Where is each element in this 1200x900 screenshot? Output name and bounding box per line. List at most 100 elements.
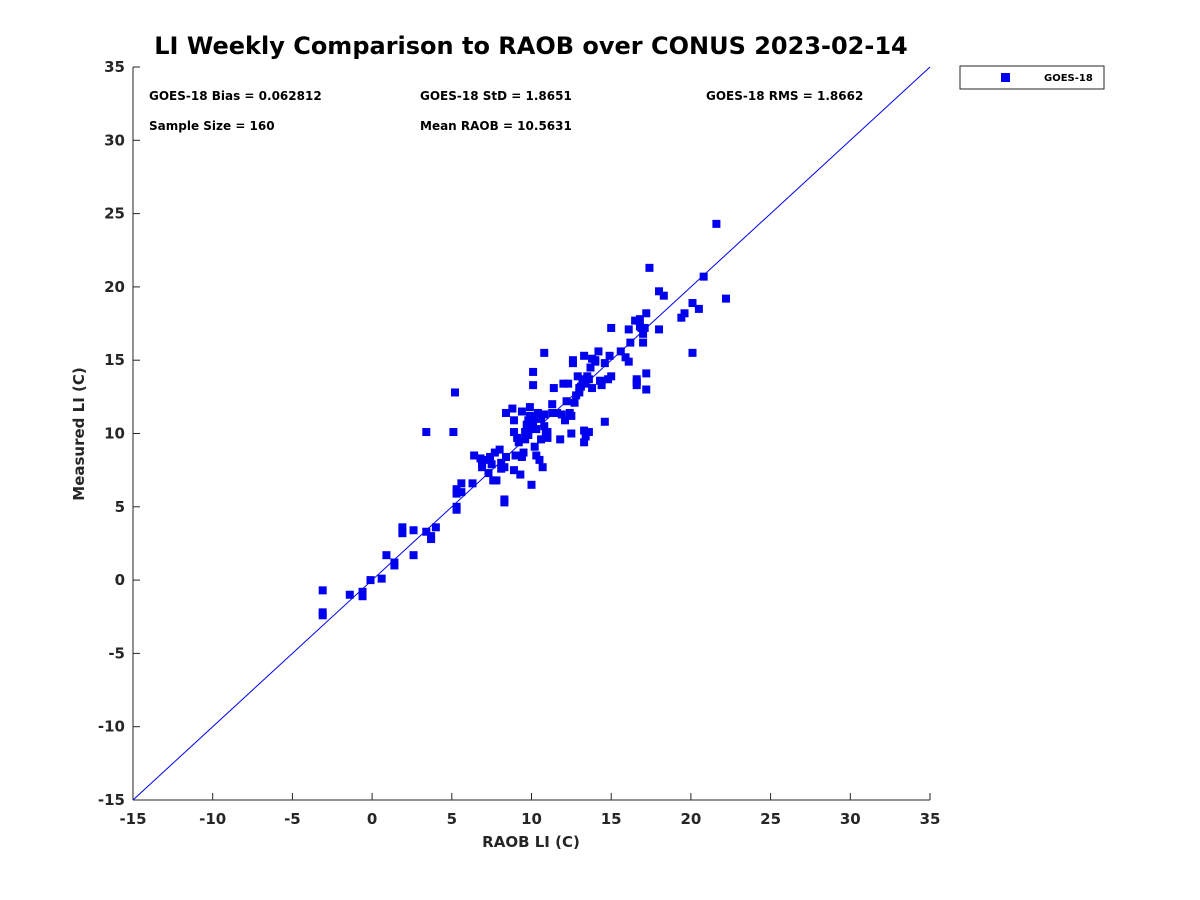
data-point <box>583 372 592 381</box>
data-point <box>452 485 461 494</box>
x-tick-label: 25 <box>760 810 781 828</box>
data-point <box>562 397 571 406</box>
data-point <box>642 369 651 378</box>
y-tick-label: -5 <box>108 644 125 662</box>
data-point <box>431 523 440 532</box>
data-point <box>457 488 466 497</box>
data-point <box>540 410 549 419</box>
data-point <box>626 338 635 347</box>
data-point <box>721 294 730 303</box>
data-point <box>530 442 539 451</box>
data-point <box>543 433 552 442</box>
data-point <box>535 455 544 464</box>
data-point <box>600 417 609 426</box>
data-point <box>533 408 542 417</box>
data-point <box>635 315 644 324</box>
data-point <box>570 398 579 407</box>
data-point <box>576 382 585 391</box>
data-point <box>500 495 509 504</box>
plot-area: -15 -10 -5 0 5 10 15 20 25 30 35 -15 -10 -5 0 5 10 15 20 2… <box>98 58 941 828</box>
data-point <box>688 299 697 308</box>
data-point <box>600 359 609 368</box>
data-point <box>575 388 584 397</box>
data-point <box>553 408 562 417</box>
data-point <box>567 411 576 420</box>
data-point <box>470 451 479 460</box>
data-point <box>358 587 367 596</box>
data-point <box>564 379 573 388</box>
stat-sample-size: Sample Size = 160 <box>149 119 275 133</box>
x-tick-label: 10 <box>521 810 542 828</box>
y-tick-label: 10 <box>104 425 125 443</box>
data-point <box>632 375 641 384</box>
data-point <box>524 416 533 425</box>
data-point <box>712 219 721 228</box>
data-point <box>501 452 510 461</box>
data-point <box>517 407 526 416</box>
x-tick-label: -5 <box>284 810 301 828</box>
data-point <box>409 526 418 535</box>
data-point <box>607 323 616 332</box>
stat-bias: GOES-18 Bias = 0.062812 <box>149 89 322 103</box>
data-point <box>538 463 547 472</box>
data-point <box>621 353 630 362</box>
data-point <box>605 351 614 360</box>
data-point <box>624 357 633 366</box>
x-ticks: -15 -10 -5 0 5 10 15 20 25 30 35 <box>119 793 940 828</box>
data-point <box>639 329 648 338</box>
data-point <box>631 316 640 325</box>
data-point <box>543 428 552 437</box>
x-tick-label: 20 <box>680 810 701 828</box>
y-tick-label: 0 <box>115 571 125 589</box>
data-point <box>522 420 531 429</box>
data-point <box>537 435 546 444</box>
data-point <box>509 416 518 425</box>
data-point <box>588 384 597 393</box>
data-point <box>390 558 399 567</box>
data-point <box>540 348 549 357</box>
data-point <box>607 372 616 381</box>
data-point <box>427 532 436 541</box>
data-point <box>532 425 541 434</box>
y-tick-label: 30 <box>104 131 125 149</box>
data-point <box>581 432 590 441</box>
data-point <box>586 363 595 372</box>
y-tick-label: 35 <box>104 58 125 76</box>
data-point <box>655 287 664 296</box>
x-tick-label: -10 <box>199 810 226 828</box>
data-point <box>639 338 648 347</box>
data-point <box>511 451 520 460</box>
data-point <box>548 408 557 417</box>
data-point <box>487 460 496 469</box>
y-tick-label: 20 <box>104 278 125 296</box>
data-point <box>490 448 499 457</box>
data-point <box>514 438 523 447</box>
data-point <box>513 433 522 442</box>
y-tick-label: 15 <box>104 351 125 369</box>
x-tick-label: 15 <box>601 810 622 828</box>
data-point <box>377 574 386 583</box>
legend-box <box>959 65 1105 90</box>
data-point <box>345 590 354 599</box>
data-point <box>398 523 407 532</box>
data-point <box>525 403 534 412</box>
data-point <box>624 325 633 334</box>
data-point <box>318 586 327 595</box>
data-point <box>645 263 654 272</box>
stat-mean-raob: Mean RAOB = 10.5631 <box>420 119 572 133</box>
data-point <box>358 592 367 601</box>
data-point <box>632 381 641 390</box>
data-point <box>525 411 534 420</box>
data-point <box>677 313 686 322</box>
y-tick-label: -15 <box>98 791 125 809</box>
data-point <box>596 376 605 385</box>
data-point <box>450 388 459 397</box>
data-point <box>409 551 418 560</box>
data-point <box>642 309 651 318</box>
x-tick-label: 30 <box>840 810 861 828</box>
data-point <box>580 438 589 447</box>
data-point <box>457 479 466 488</box>
data-points <box>318 219 730 620</box>
data-point <box>529 419 538 428</box>
